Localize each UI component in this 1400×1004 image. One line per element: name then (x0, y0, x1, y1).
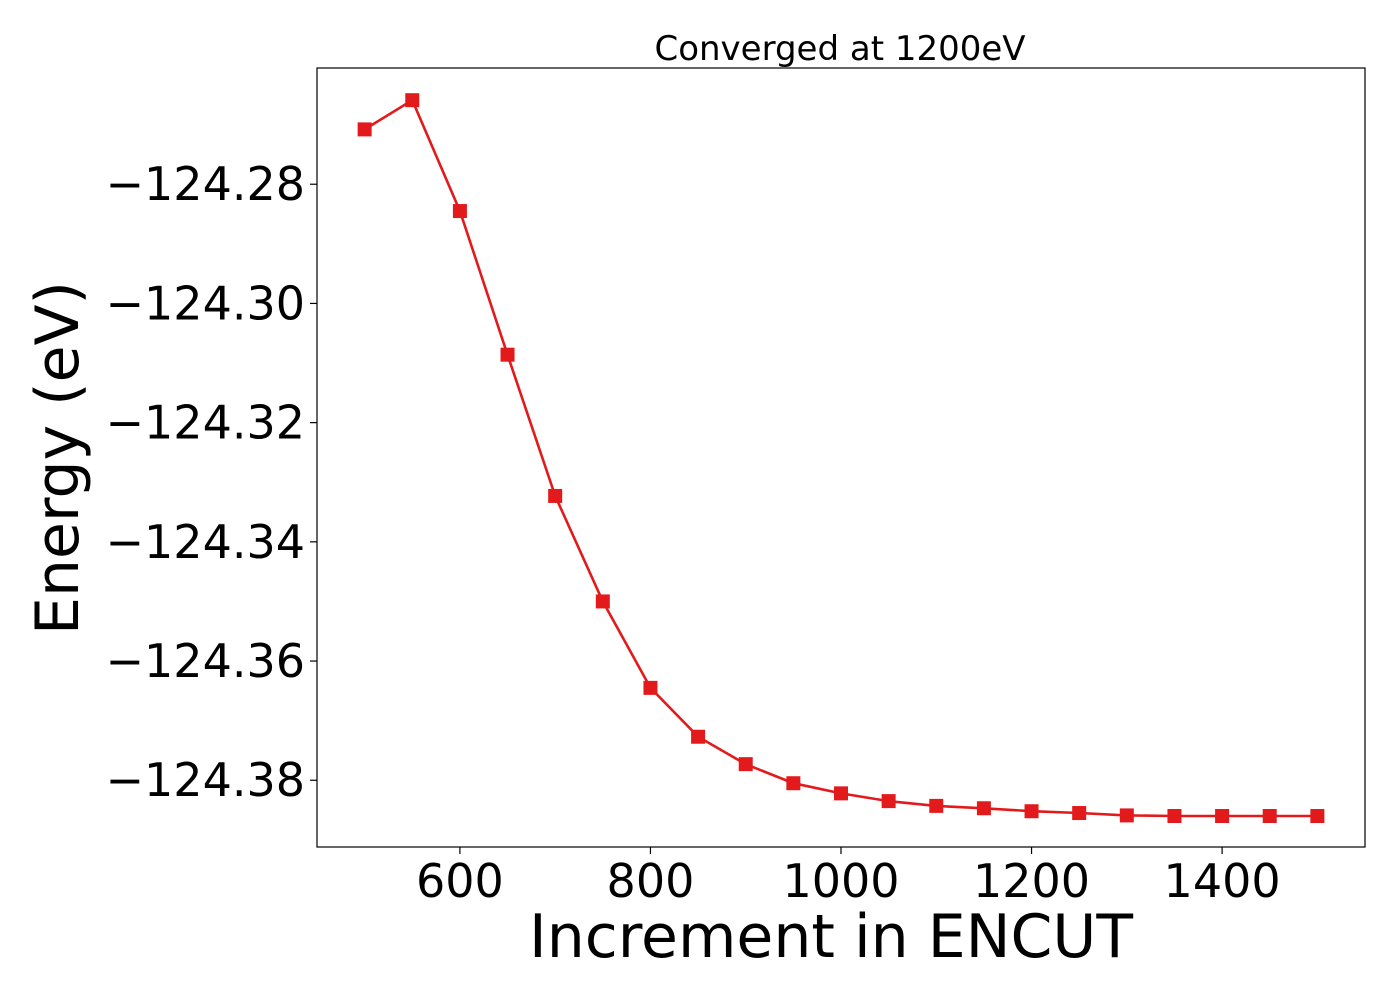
chart-title: Converged at 1200eV (654, 29, 1025, 69)
data-point-marker (786, 776, 801, 791)
data-point-marker (643, 680, 658, 695)
y-tick-label: −124.34 (106, 515, 306, 569)
y-tick-label: −124.28 (106, 157, 306, 211)
data-point-marker (548, 488, 563, 503)
data-point-marker (595, 594, 610, 609)
data-point-marker (500, 347, 515, 362)
data-point-marker (976, 801, 991, 816)
data-point-marker (1072, 806, 1087, 821)
series-layer (357, 93, 1325, 824)
y-axis-label: Energy (eV) (23, 281, 93, 635)
plot-area-frame (316, 67, 1366, 848)
y-axis: −124.28 −124.30 −124.32 −124.34 −124.36 −124.… (106, 157, 317, 807)
y-tick-label: −124.30 (106, 276, 306, 330)
data-point-marker (452, 204, 467, 219)
data-point-marker (1119, 808, 1134, 823)
data-point-marker (691, 729, 706, 744)
data-point-marker (1024, 804, 1039, 819)
x-tick-label: 800 (607, 854, 695, 908)
data-point-marker (834, 786, 848, 801)
y-tick-label: −124.38 (106, 753, 306, 807)
x-axis-label: Increment in ENCUT (529, 902, 1133, 972)
data-point-marker (881, 794, 896, 809)
data-point-marker (929, 798, 944, 813)
data-point-marker (1262, 809, 1277, 824)
data-point-marker (1167, 809, 1182, 824)
x-axis: 600 800 1000 1200 1400 (416, 847, 1281, 908)
data-point-marker (1310, 809, 1325, 824)
data-point-marker (357, 122, 372, 137)
data-point-marker (405, 93, 420, 108)
y-tick-label: −124.32 (106, 396, 306, 450)
series-line (363, 98, 1318, 818)
x-tick-label: 600 (416, 854, 504, 908)
y-tick-label: −124.36 (106, 634, 306, 688)
x-tick-label: 1200 (973, 854, 1090, 908)
data-point-marker (738, 757, 753, 772)
x-tick-label: 1400 (1164, 854, 1281, 908)
x-tick-label: 1000 (782, 854, 899, 908)
data-point-marker (1215, 809, 1230, 824)
